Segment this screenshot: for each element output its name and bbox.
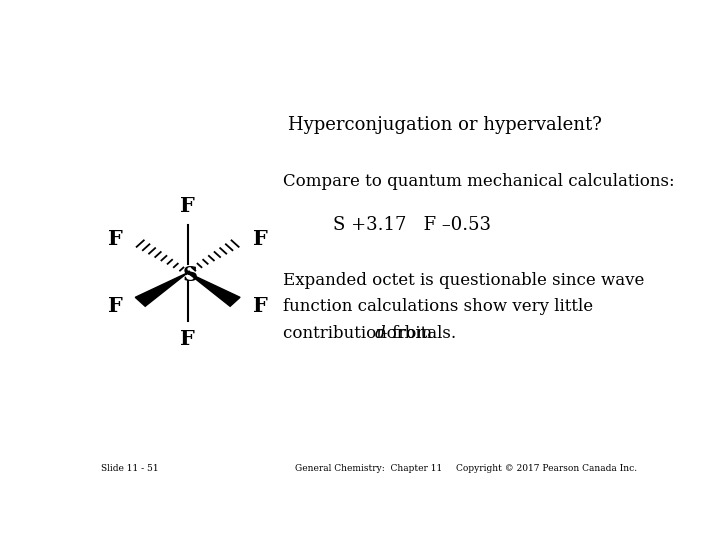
Text: F: F	[108, 296, 122, 316]
Text: function calculations show very little: function calculations show very little	[282, 298, 593, 315]
Text: Expanded octet is questionable since wave: Expanded octet is questionable since wav…	[282, 272, 644, 289]
Text: Slide 11 - 51: Slide 11 - 51	[101, 464, 159, 474]
Text: F: F	[253, 296, 268, 316]
Polygon shape	[188, 273, 240, 306]
Text: d: d	[374, 325, 385, 342]
Text: General Chemistry:  Chapter 11: General Chemistry: Chapter 11	[295, 464, 443, 474]
Text: S: S	[183, 265, 198, 285]
Text: Copyright © 2017 Pearson Canada Inc.: Copyright © 2017 Pearson Canada Inc.	[456, 464, 637, 474]
Text: -orbitals.: -orbitals.	[382, 325, 456, 342]
Text: F: F	[253, 230, 268, 249]
Text: contribution from: contribution from	[282, 325, 437, 342]
Text: F: F	[180, 196, 195, 216]
Polygon shape	[135, 273, 188, 306]
Text: F: F	[180, 329, 195, 349]
Text: F: F	[108, 230, 122, 249]
Text: Compare to quantum mechanical calculations:: Compare to quantum mechanical calculatio…	[282, 173, 674, 190]
Text: Hyperconjugation or hypervalent?: Hyperconjugation or hypervalent?	[288, 116, 602, 134]
Text: S +3.17   F –0.53: S +3.17 F –0.53	[333, 216, 491, 234]
